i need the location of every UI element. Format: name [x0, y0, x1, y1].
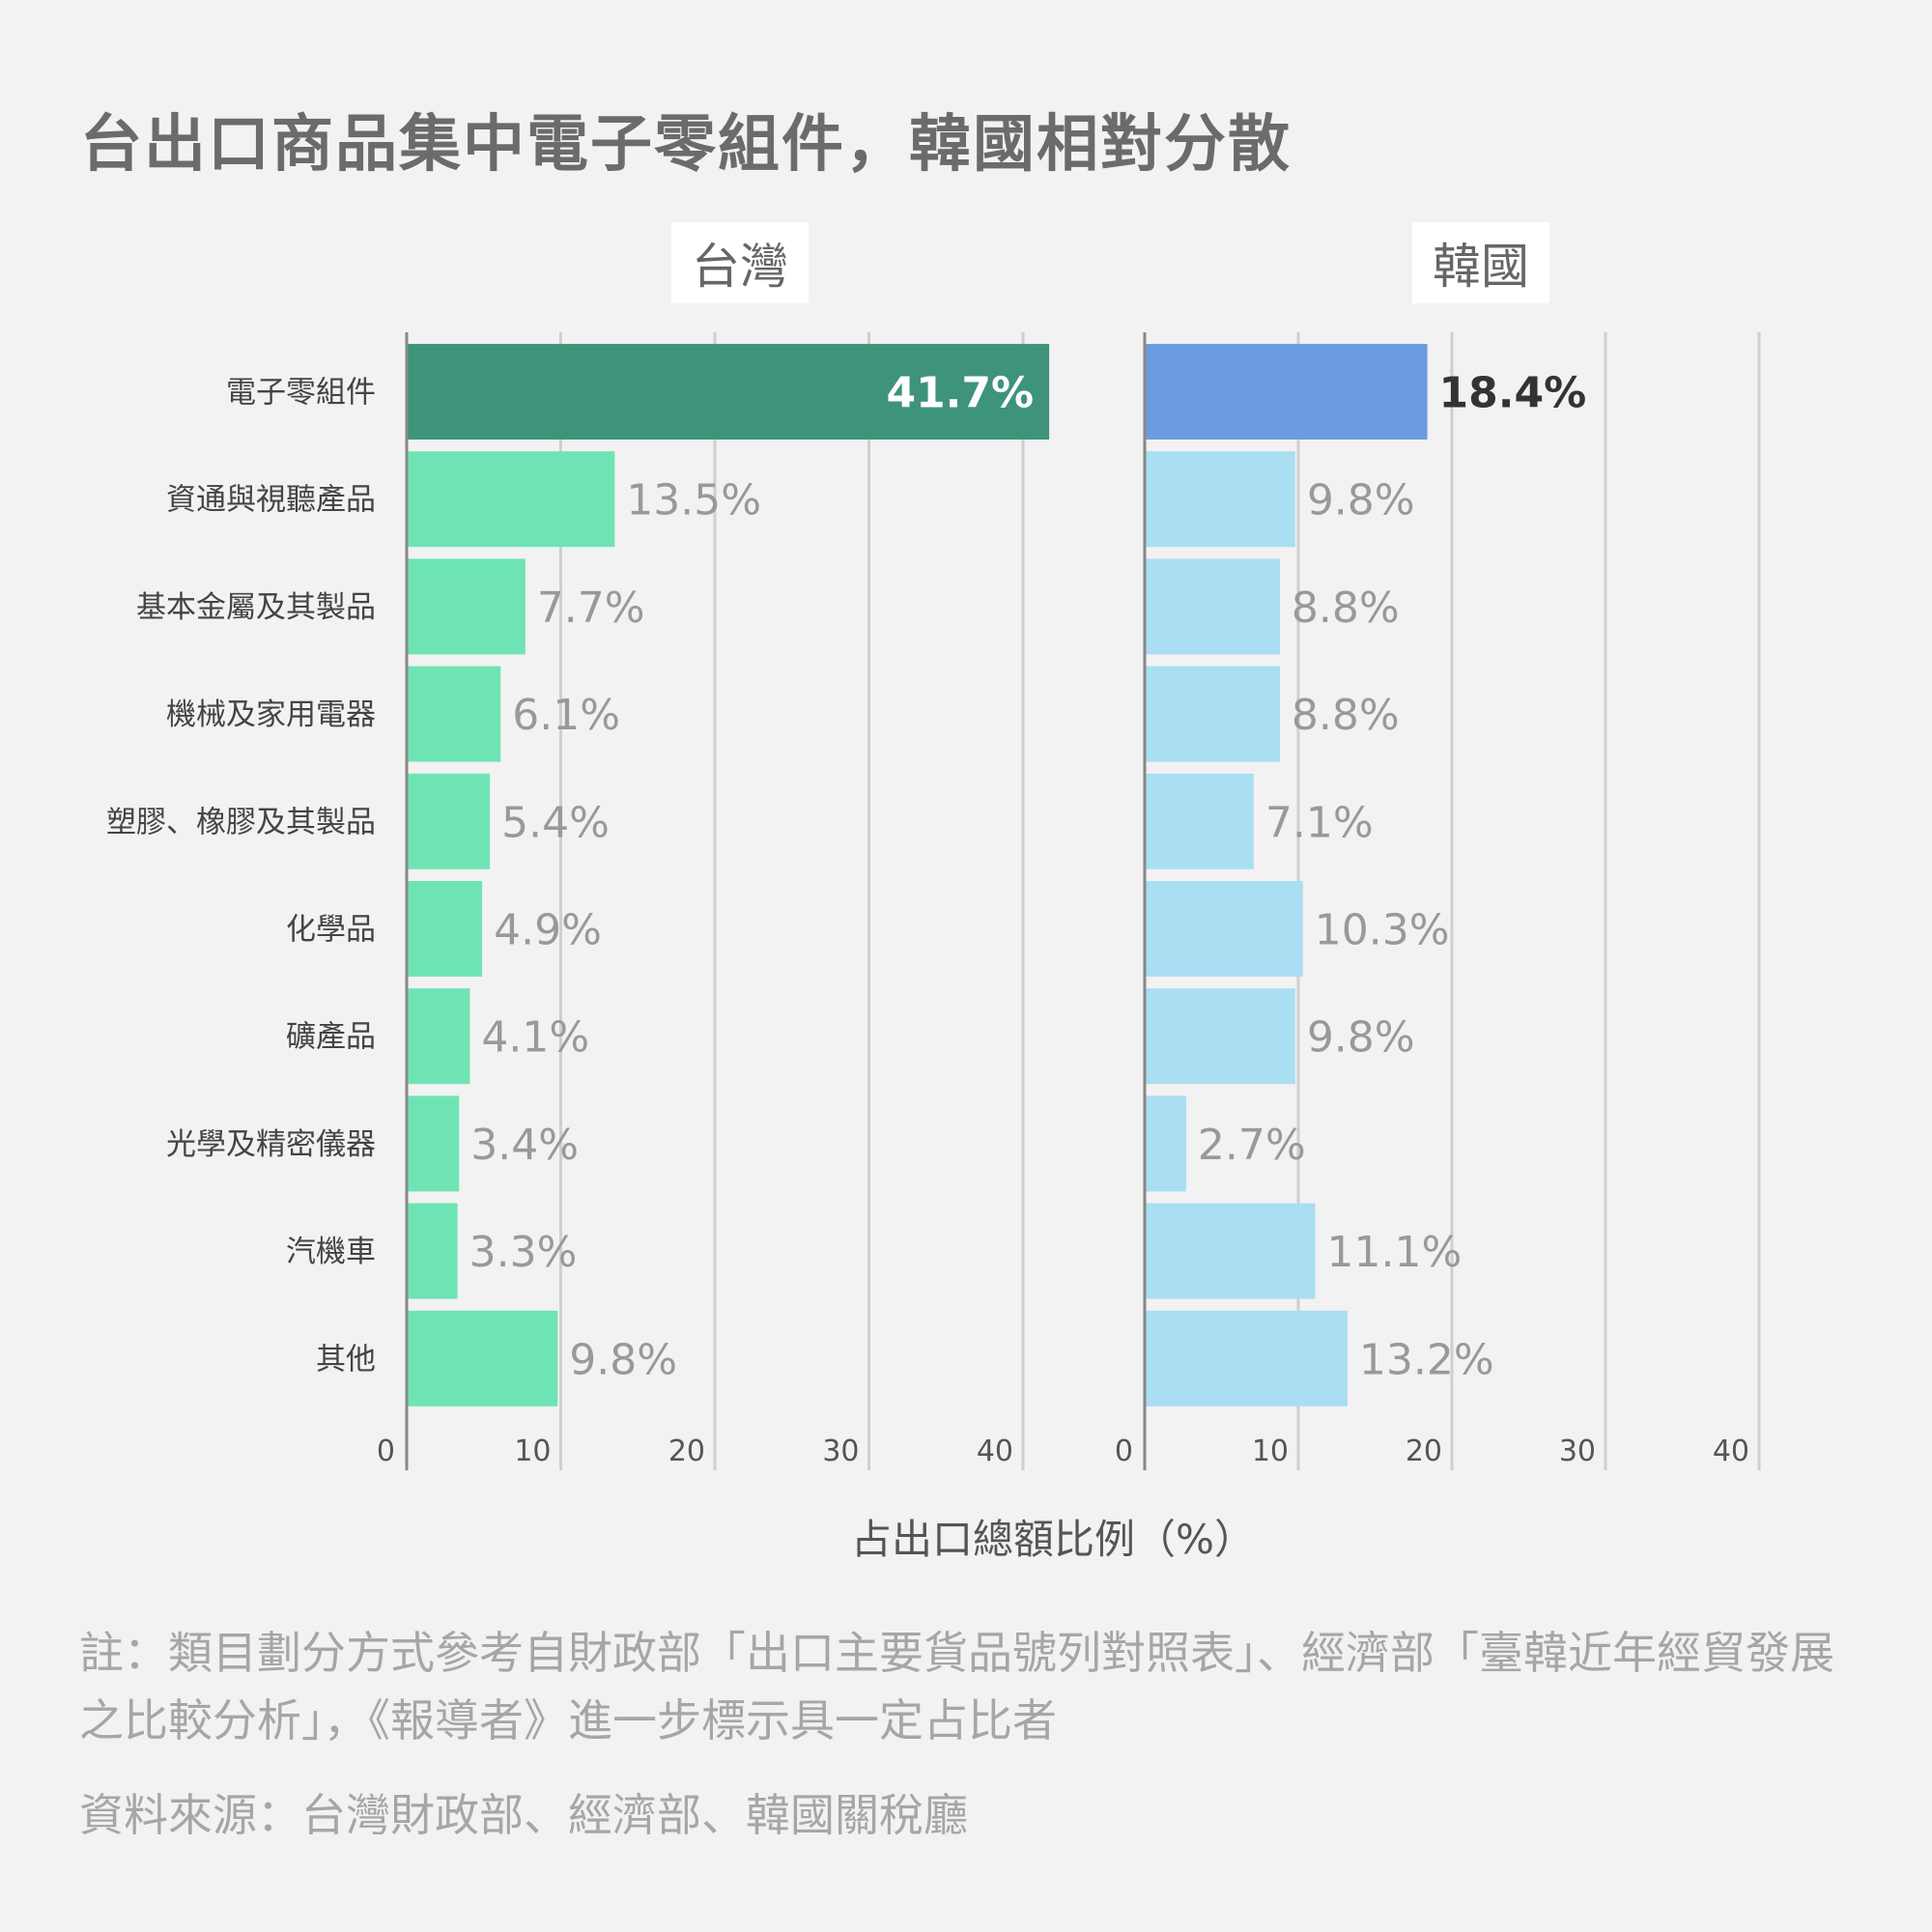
bar-taiwan	[407, 451, 615, 548]
panel-title-taiwan: 台灣	[671, 222, 809, 303]
bar-taiwan	[407, 558, 526, 655]
x-tick-label: 10	[514, 1435, 551, 1468]
x-tick-label: 20	[668, 1435, 705, 1468]
source: 資料來源：台灣財政部、經濟部、韓國關稅廳	[79, 1789, 968, 1841]
bar-korea	[1145, 773, 1254, 869]
bar-korea	[1145, 881, 1303, 977]
data-label: 5.4%	[501, 798, 610, 847]
data-label: 9.8%	[1307, 476, 1415, 526]
category-label: 其他	[316, 1342, 376, 1377]
data-label: 41.7%	[886, 369, 1034, 418]
bar-taiwan	[407, 773, 491, 869]
category-label: 汽機車	[286, 1235, 376, 1269]
x-tick-label: 0	[1115, 1435, 1133, 1468]
bar-korea	[1145, 558, 1280, 655]
bar-korea	[1145, 1310, 1348, 1406]
data-label: 8.8%	[1292, 691, 1400, 740]
data-label: 13.5%	[626, 476, 761, 526]
category-label: 礦產品	[286, 1020, 376, 1055]
data-label: 3.4%	[470, 1121, 579, 1170]
category-label: 塑膠、橡膠及其製品	[106, 805, 376, 839]
bar-taiwan	[407, 1310, 558, 1406]
bar-korea	[1145, 1203, 1316, 1299]
data-label: 11.1%	[1326, 1228, 1462, 1277]
x-tick-label: 0	[377, 1435, 395, 1468]
x-tick-label: 30	[822, 1435, 859, 1468]
data-label: 2.7%	[1198, 1121, 1306, 1170]
footnote: 註：類目劃分方式參考自財政部「出口主要貨品號列對照表」、經濟部「臺韓近年經貿發展…	[79, 1627, 1834, 1747]
bar-taiwan	[407, 344, 1050, 440]
bar-taiwan	[407, 666, 501, 762]
data-label: 3.3%	[469, 1228, 578, 1277]
data-label: 13.2%	[1359, 1335, 1494, 1384]
bar-taiwan	[407, 1095, 460, 1192]
category-label: 電子零組件	[226, 376, 376, 411]
category-label: 基本金屬及其製品	[136, 590, 376, 625]
data-label: 18.4%	[1439, 369, 1587, 418]
data-label: 10.3%	[1315, 906, 1450, 955]
category-label: 機械及家用電器	[166, 697, 376, 732]
bar-korea	[1145, 1095, 1186, 1192]
data-label: 7.7%	[537, 583, 645, 633]
data-label: 6.1%	[512, 691, 620, 740]
bar-taiwan	[407, 988, 470, 1085]
data-label: 4.1%	[481, 1013, 589, 1063]
data-label: 7.1%	[1265, 798, 1374, 847]
bar-taiwan	[407, 881, 483, 977]
category-label: 光學及精密儀器	[166, 1127, 376, 1162]
x-axis-title: 占出口總額比例（%）	[851, 1516, 1255, 1563]
bar-korea	[1145, 451, 1295, 548]
x-tick-label: 20	[1406, 1435, 1442, 1468]
bar-korea	[1145, 988, 1295, 1085]
category-label: 資通與視聽產品	[166, 483, 376, 518]
x-tick-label: 30	[1559, 1435, 1596, 1468]
x-tick-label: 40	[1713, 1435, 1749, 1468]
x-tick-label: 40	[977, 1435, 1013, 1468]
chart-title: 台出口商品集中電子零組件，韓國相對分散	[80, 109, 1292, 181]
bar-korea	[1145, 344, 1428, 440]
data-label: 8.8%	[1292, 583, 1400, 633]
data-label: 9.8%	[569, 1335, 677, 1384]
panel-title-korea: 韓國	[1412, 222, 1549, 303]
x-tick-label: 10	[1252, 1435, 1289, 1468]
bar-taiwan	[407, 1203, 458, 1299]
category-label: 化學品	[286, 913, 376, 948]
data-label: 9.8%	[1307, 1013, 1415, 1063]
data-label: 4.9%	[494, 906, 602, 955]
bar-korea	[1145, 666, 1280, 762]
